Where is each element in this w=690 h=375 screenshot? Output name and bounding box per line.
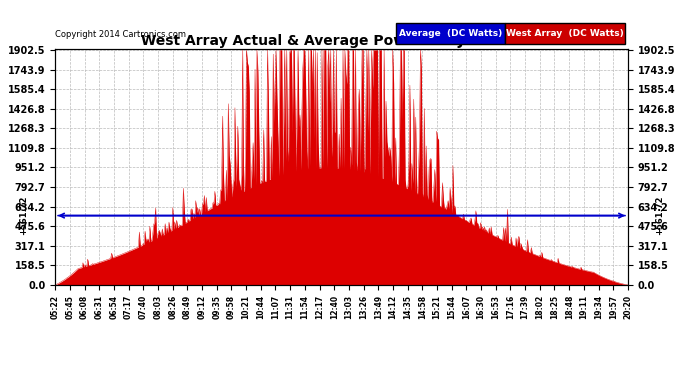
- FancyBboxPatch shape: [396, 23, 505, 44]
- Text: Average  (DC Watts): Average (DC Watts): [399, 29, 502, 38]
- FancyBboxPatch shape: [505, 23, 625, 44]
- Text: +561.72: +561.72: [655, 196, 664, 236]
- Text: West Array  (DC Watts): West Array (DC Watts): [506, 29, 624, 38]
- Text: +561.72: +561.72: [19, 196, 28, 236]
- Text: Copyright 2014 Cartronics.com: Copyright 2014 Cartronics.com: [55, 30, 186, 39]
- Title: West Array Actual & Average Power Sat Jul 5 20:33: West Array Actual & Average Power Sat Ju…: [141, 34, 542, 48]
